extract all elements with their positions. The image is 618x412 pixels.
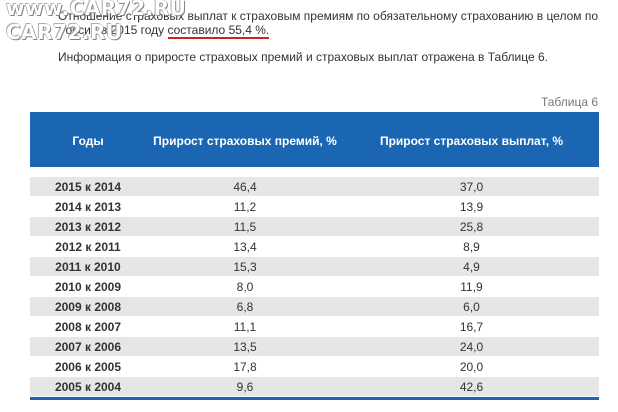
cell-years: 2013 к 2012 (54, 219, 122, 234)
cell-payout-growth: 11,9 (460, 279, 483, 294)
paragraph-ratio-text: Отношение страховых выплат к страховым п… (58, 9, 599, 37)
table-row: 2007 к 2006 13,5 24,0 (30, 337, 599, 357)
table-header: Годы Прирост страховых премий, % Прирост… (30, 112, 599, 167)
table-row: 2006 к 2005 17,8 20,0 (30, 357, 599, 377)
header-payout-growth: Прирост страховых выплат, % (379, 134, 564, 148)
table-bottom-border (30, 397, 599, 400)
cell-payout-growth: 16,7 (459, 319, 484, 334)
cell-payout-growth: 25,8 (459, 219, 484, 234)
cell-premium-growth: 11,5 (233, 219, 257, 234)
cell-years: 2012 к 2011 (55, 239, 121, 254)
table-body: 2015 к 2014 46,4 37,0 2014 к 2013 11,2 13,9 20… (30, 177, 599, 397)
cell-premium-growth: 13,5 (233, 339, 257, 354)
header-premium-growth: Прирост страховых премий, % (153, 134, 337, 148)
cell-premium-growth: 6,8 (236, 299, 254, 314)
cell-payout-growth: 6,0 (463, 299, 480, 314)
table-row: 2013 к 2012 11,5 25,8 (30, 217, 599, 237)
cell-premium-growth: 11,2 (233, 199, 257, 214)
cell-premium-growth: 9,6 (236, 379, 254, 394)
cell-payout-growth: 20,0 (459, 359, 484, 374)
paragraph-table-ref: Информация о приросте страховых премий и… (58, 50, 549, 64)
cell-payout-growth: 4,9 (463, 259, 480, 274)
cell-years: 2010 к 2009 (54, 279, 122, 294)
cell-years: 2015 к 2014 (54, 179, 122, 194)
table-row: 2012 к 2011 13,4 8,9 (30, 237, 599, 257)
table-row: 2008 к 2007 11,1 16,7 (30, 317, 599, 337)
cell-payout-growth: 8,9 (463, 239, 480, 254)
table-row: 2014 к 2013 11,2 13,9 (30, 197, 599, 217)
growth-table: Годы Прирост страховых премий, % Прирост… (30, 112, 599, 400)
highlighted-ratio: составило 55,4 %. (167, 23, 270, 39)
cell-payout-growth: 24,0 (459, 339, 484, 354)
table-row: 2010 к 2009 8,0 11,9 (30, 277, 599, 297)
table-row: 2011 к 2010 15,3 4,9 (30, 257, 599, 277)
table-row: 2005 к 2004 9,6 42,6 (30, 377, 599, 397)
cell-premium-growth: 17,8 (233, 359, 257, 374)
cell-years: 2011 к 2010 (55, 259, 121, 274)
cell-years: 2005 к 2004 (54, 379, 122, 394)
header-years: Годы (72, 134, 104, 148)
paragraph-ratio: Отношение страховых выплат к страховым п… (58, 9, 603, 39)
table-row: 2015 к 2014 46,4 37,0 (30, 177, 599, 197)
cell-payout-growth: 37,0 (459, 179, 484, 194)
cell-payout-growth: 13,9 (459, 199, 484, 214)
cell-premium-growth: 13,4 (233, 239, 257, 254)
cell-premium-growth: 8,0 (236, 279, 254, 294)
cell-premium-growth: 15,3 (233, 259, 257, 274)
cell-premium-growth: 46,4 (233, 179, 257, 194)
cell-years: 2009 к 2008 (54, 299, 122, 314)
cell-years: 2014 к 2013 (54, 199, 122, 214)
table-caption: Таблица 6 (540, 95, 598, 109)
cell-payout-growth: 42,6 (459, 379, 484, 394)
cell-years: 2008 к 2007 (54, 319, 122, 334)
cell-years: 2007 к 2006 (54, 339, 122, 354)
table-row: 2009 к 2008 6,8 6,0 (30, 297, 599, 317)
cell-years: 2006 к 2005 (54, 359, 122, 374)
cell-premium-growth: 11,1 (233, 319, 257, 334)
